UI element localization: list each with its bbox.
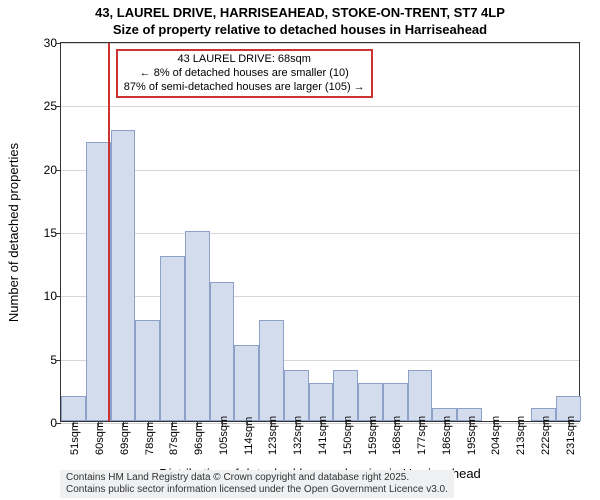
gridline: [61, 43, 579, 44]
title-line-2: Size of property relative to detached ho…: [0, 22, 600, 37]
annotation-line-2: ← 8% of detached houses are smaller (10): [124, 67, 365, 81]
x-tick-label: 105sqm: [218, 416, 230, 455]
x-tick-label: 96sqm: [193, 422, 205, 455]
annotation-box: 43 LAUREL DRIVE: 68sqm← 8% of detached h…: [116, 49, 373, 98]
y-tick-label: 5: [29, 353, 57, 367]
x-tick-mark: [519, 421, 520, 426]
x-tick-label: 141sqm: [317, 416, 329, 455]
annotation-line-1: 43 LAUREL DRIVE: 68sqm: [124, 53, 365, 67]
x-tick-label: 231sqm: [565, 416, 577, 455]
histogram-bar: [135, 320, 160, 421]
y-tick-mark: [56, 170, 61, 171]
title-line-1: 43, LAUREL DRIVE, HARRISEAHEAD, STOKE-ON…: [0, 5, 600, 20]
y-tick-mark: [56, 423, 61, 424]
y-tick-mark: [56, 360, 61, 361]
x-tick-mark: [321, 421, 322, 426]
x-tick-label: 204sqm: [490, 416, 502, 455]
y-tick-mark: [56, 233, 61, 234]
y-axis-label: Number of detached properties: [6, 42, 22, 422]
footer-line-2: Contains public sector information licen…: [66, 484, 448, 496]
x-tick-label: 123sqm: [267, 416, 279, 455]
x-tick-mark: [470, 421, 471, 426]
y-tick-mark: [56, 296, 61, 297]
x-tick-label: 69sqm: [119, 422, 131, 455]
gridline: [61, 233, 579, 234]
y-tick-label: 20: [29, 163, 57, 177]
x-tick-mark: [445, 421, 446, 426]
x-tick-mark: [346, 421, 347, 426]
x-tick-mark: [569, 421, 570, 426]
footer-line-1: Contains HM Land Registry data © Crown c…: [66, 472, 448, 484]
histogram-bar: [111, 130, 136, 421]
x-tick-label: 51sqm: [69, 422, 81, 455]
histogram-bar: [408, 370, 433, 421]
x-tick-mark: [271, 421, 272, 426]
gridline: [61, 170, 579, 171]
histogram-bar: [61, 396, 86, 421]
y-tick-mark: [56, 106, 61, 107]
x-tick-mark: [371, 421, 372, 426]
x-tick-label: 168sqm: [391, 416, 403, 455]
x-tick-label: 78sqm: [144, 422, 156, 455]
histogram-bar: [210, 282, 235, 421]
x-tick-label: 222sqm: [540, 416, 552, 455]
footer-attribution: Contains HM Land Registry data © Crown c…: [60, 470, 454, 498]
x-tick-mark: [544, 421, 545, 426]
x-tick-label: 213sqm: [515, 416, 527, 455]
x-tick-label: 87sqm: [168, 422, 180, 455]
x-tick-mark: [123, 421, 124, 426]
x-tick-mark: [395, 421, 396, 426]
marker-line: [108, 43, 110, 421]
histogram-chart: 43, LAUREL DRIVE, HARRISEAHEAD, STOKE-ON…: [0, 0, 600, 500]
histogram-bar: [333, 370, 358, 421]
x-tick-mark: [98, 421, 99, 426]
x-tick-mark: [222, 421, 223, 426]
x-tick-label: 150sqm: [342, 416, 354, 455]
x-tick-label: 186sqm: [441, 416, 453, 455]
x-tick-mark: [172, 421, 173, 426]
x-tick-label: 132sqm: [292, 416, 304, 455]
x-tick-mark: [494, 421, 495, 426]
y-tick-label: 30: [29, 36, 57, 50]
y-tick-label: 15: [29, 226, 57, 240]
y-tick-mark: [56, 43, 61, 44]
histogram-bar: [234, 345, 259, 421]
x-tick-label: 159sqm: [367, 416, 379, 455]
gridline: [61, 296, 579, 297]
x-tick-mark: [148, 421, 149, 426]
x-tick-mark: [247, 421, 248, 426]
x-tick-label: 195sqm: [466, 416, 478, 455]
x-tick-label: 114sqm: [243, 417, 255, 455]
histogram-bar: [259, 320, 284, 421]
x-tick-mark: [197, 421, 198, 426]
y-tick-label: 25: [29, 99, 57, 113]
x-tick-label: 60sqm: [94, 422, 106, 455]
x-tick-mark: [73, 421, 74, 426]
annotation-line-3: 87% of semi-detached houses are larger (…: [124, 81, 365, 95]
x-tick-mark: [420, 421, 421, 426]
plot-area: 05101520253051sqm60sqm69sqm78sqm87sqm96s…: [60, 42, 580, 422]
y-tick-label: 10: [29, 289, 57, 303]
x-tick-mark: [296, 421, 297, 426]
histogram-bar: [185, 231, 210, 421]
gridline: [61, 106, 579, 107]
y-tick-label: 0: [29, 416, 57, 430]
histogram-bar: [160, 256, 185, 421]
histogram-bar: [284, 370, 309, 421]
x-tick-label: 177sqm: [416, 416, 428, 455]
